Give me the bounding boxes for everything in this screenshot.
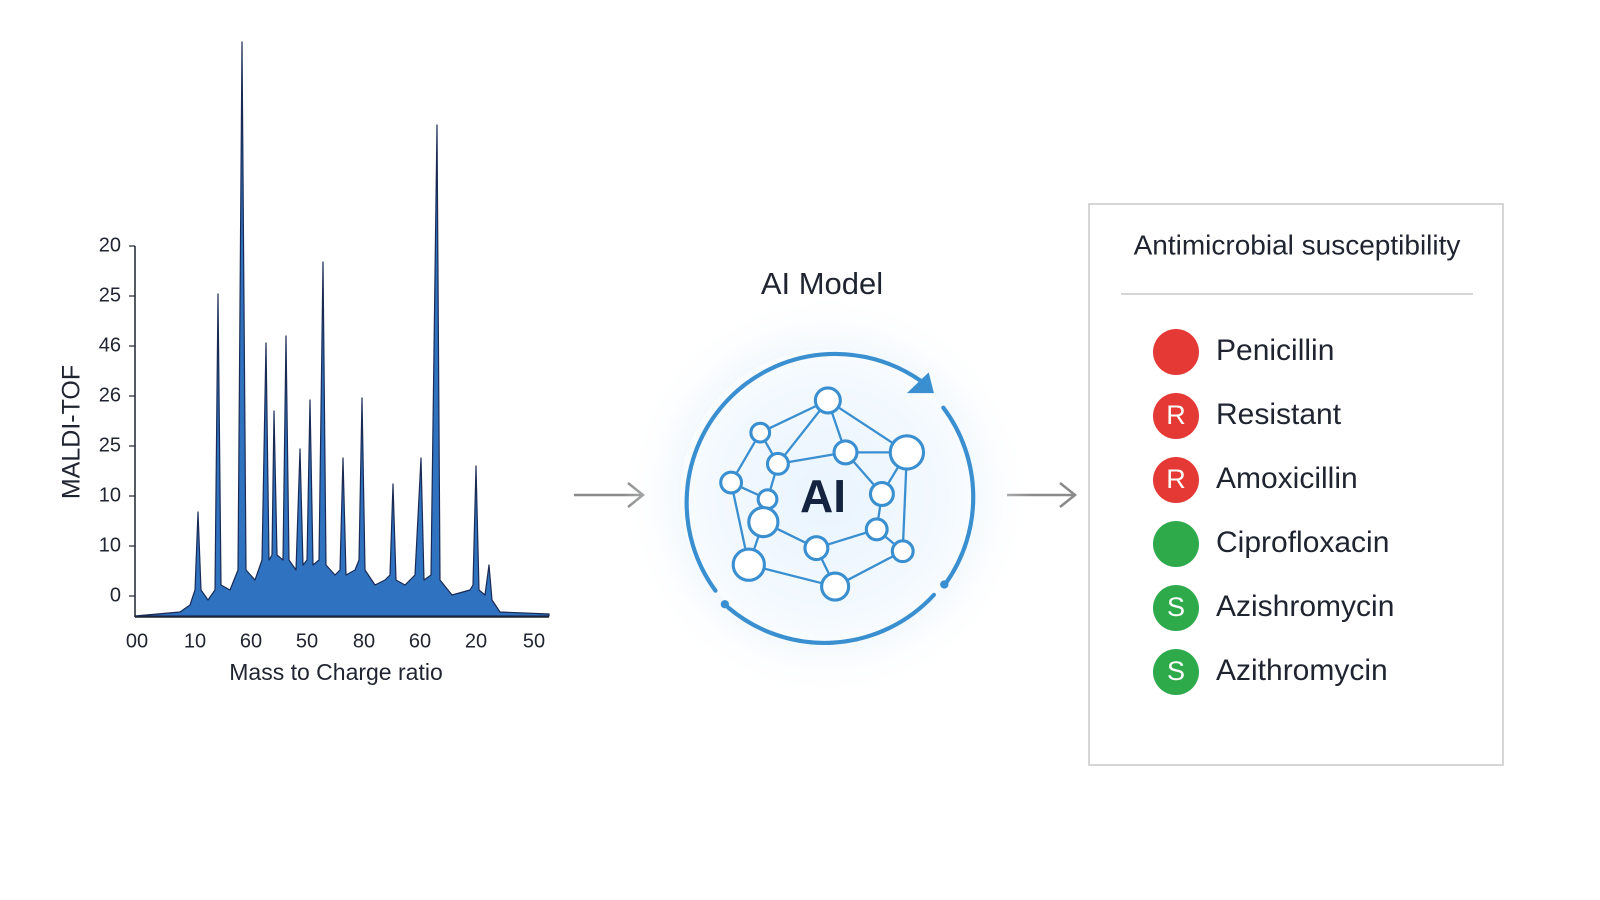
y-axis-title: MALDI-TOF [58,365,86,499]
drug-label: Ciprofloxacin [1216,526,1389,559]
y-tick-label: 20 [99,234,121,256]
y-tick-label: 26 [99,384,121,406]
y-tick-label: 10 [99,484,121,506]
status-marker: R [1166,400,1186,430]
drug-label: Resistant [1216,398,1342,431]
results-title: Antimicrobial susceptibility [1134,229,1461,260]
drug-label: Penicillin [1216,334,1334,367]
x-tick-label: 10 [184,630,206,652]
status-dot [1153,329,1199,375]
x-axis-title: Mass to Charge ratio [229,659,442,685]
x-tick-label: 20 [465,630,487,652]
y-tick-label: 25 [99,434,121,456]
x-tick-label: 00 [126,630,148,652]
y-tick-label: 10 [99,534,121,556]
drug-label: Azithromycin [1216,654,1388,687]
model-graphic [680,349,976,645]
x-tick-label: 60 [240,630,262,652]
drug-label: Amoxicillin [1216,462,1358,495]
model-badge: AI [800,470,846,522]
status-dot [1153,521,1199,567]
spectrum-trace [134,41,550,617]
x-tick-label: 80 [353,630,375,652]
y-tick-label: 46 [99,334,121,356]
y-tick-label: 25 [99,284,121,306]
status-dot [1153,457,1199,503]
status-marker: S [1167,656,1185,686]
x-tick-label: 50 [523,630,545,652]
x-tick-label: 50 [296,630,318,652]
status-marker: S [1167,592,1185,622]
spectrum: Mass to Charge ratio MALDI-TOF [58,41,550,685]
status-dot [1153,585,1199,631]
status-dot [1153,393,1199,439]
status-marker: R [1166,464,1186,494]
y-tick-label: 0 [110,584,121,606]
drug-label: Azishromycin [1216,590,1394,623]
status-dot [1153,649,1199,695]
x-tick-label: 60 [409,630,431,652]
